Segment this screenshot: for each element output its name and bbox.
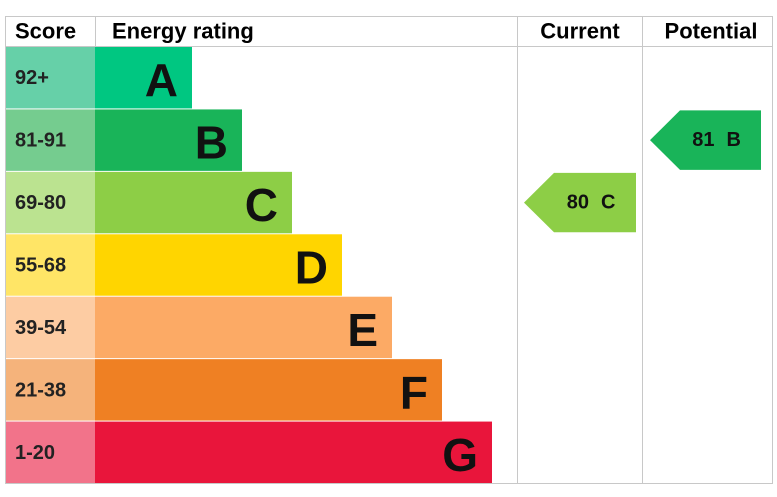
score-label: 81-91 bbox=[15, 130, 66, 152]
rating-letter: B bbox=[195, 117, 228, 169]
grid bbox=[5, 16, 773, 484]
header-score: Score bbox=[15, 19, 76, 44]
rating-bar bbox=[95, 171, 292, 234]
score-label: 55-68 bbox=[15, 255, 66, 277]
score-label: 39-54 bbox=[15, 317, 67, 339]
score-cell bbox=[6, 171, 95, 234]
rating-bar bbox=[95, 421, 492, 483]
score-cell bbox=[6, 421, 95, 483]
rating-bar bbox=[95, 296, 392, 359]
score-cell bbox=[6, 47, 95, 109]
current-letter: C bbox=[601, 192, 615, 214]
rating-letter: A bbox=[145, 54, 178, 106]
score-cell bbox=[6, 359, 95, 421]
header-current: Current bbox=[540, 19, 620, 44]
score-label: 1-20 bbox=[15, 442, 55, 464]
current-arrow bbox=[524, 172, 636, 233]
potential-arrow bbox=[650, 110, 761, 170]
potential-letter: B bbox=[727, 129, 741, 151]
table-border bbox=[5, 16, 773, 484]
rating-letter: F bbox=[400, 366, 428, 418]
rating-bar bbox=[95, 234, 342, 296]
current-value: 80 bbox=[567, 192, 589, 214]
rating-bar bbox=[95, 109, 242, 171]
rating-bar bbox=[95, 359, 442, 421]
potential-value: 81 bbox=[692, 129, 714, 151]
score-cell bbox=[6, 109, 95, 171]
score-label: 21-38 bbox=[15, 379, 66, 401]
score-cell bbox=[6, 234, 95, 296]
header-potential: Potential bbox=[665, 19, 758, 44]
rating-letter: D bbox=[295, 242, 328, 294]
rating-bar bbox=[95, 47, 192, 109]
score-cell bbox=[6, 296, 95, 359]
header-rating: Energy rating bbox=[112, 19, 254, 44]
score-label: 69-80 bbox=[15, 192, 66, 214]
score-label: 92+ bbox=[15, 67, 49, 89]
rating-letter: G bbox=[442, 429, 478, 481]
rating-letter: C bbox=[245, 179, 278, 231]
rating-letter: E bbox=[347, 304, 378, 356]
